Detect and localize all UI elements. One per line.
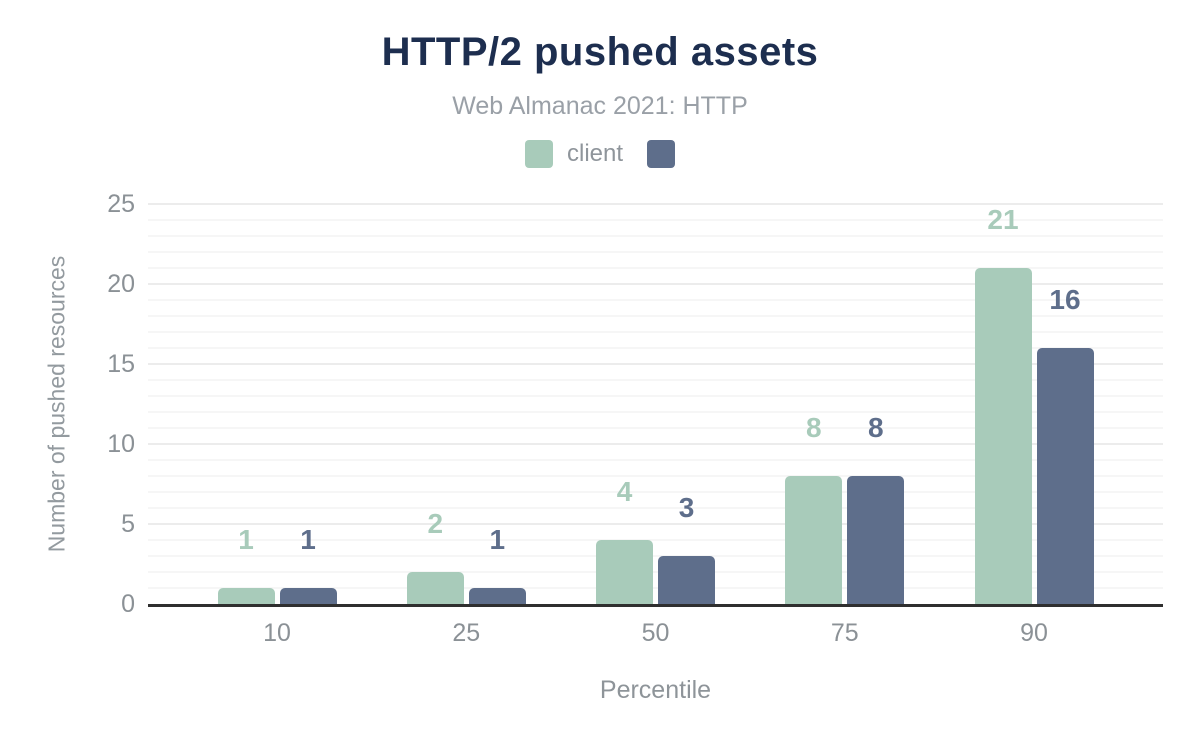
legend-item-series2[interactable] — [647, 140, 676, 168]
x-tick-label: 50 — [641, 619, 670, 647]
minor-gridline — [148, 235, 1163, 237]
minor-gridline — [148, 267, 1163, 269]
bar-value-label: 1 — [238, 524, 254, 555]
bar-value-label: 4 — [616, 476, 633, 507]
minor-gridline — [148, 331, 1163, 333]
major-gridline — [148, 283, 1163, 285]
x-axis-line — [148, 604, 1163, 607]
minor-gridline — [148, 411, 1163, 413]
bar-client-p25[interactable] — [406, 572, 464, 604]
bar-series2-p25[interactable] — [468, 588, 526, 604]
major-gridline — [148, 443, 1163, 445]
bar-value-label: 3 — [678, 492, 695, 523]
chart-subtitle: Web Almanac 2021: HTTP — [452, 92, 748, 120]
minor-gridline — [148, 219, 1163, 221]
minor-gridline — [148, 459, 1163, 461]
minor-gridline — [148, 475, 1163, 477]
bar-client-p75[interactable] — [785, 476, 843, 604]
bar-value-label: 8 — [867, 412, 884, 443]
bar-value-label: 1 — [300, 524, 316, 555]
legend-item-client[interactable]: client — [524, 140, 624, 168]
bar-series2-p75[interactable] — [847, 476, 905, 604]
bar-client-p90[interactable] — [974, 268, 1032, 604]
legend-swatch-icon — [647, 140, 676, 168]
bar-value-label: 16 — [1049, 284, 1081, 315]
x-tick-label: 90 — [1020, 619, 1048, 647]
y-tick-label: 15 — [107, 350, 135, 378]
minor-gridline — [148, 299, 1163, 301]
minor-gridline — [148, 427, 1163, 429]
chart-title: HTTP/2 pushed assets — [381, 30, 819, 74]
y-tick-label: 5 — [121, 510, 135, 538]
bar-series2-p90[interactable] — [1036, 348, 1094, 604]
x-axis-title: Percentile — [599, 676, 712, 704]
minor-gridline — [148, 555, 1163, 557]
minor-gridline — [148, 507, 1163, 509]
minor-gridline — [148, 379, 1163, 381]
legend: client — [0, 138, 1200, 170]
plot-area: 1 1 2 1 4 3 8 8 21 16 — [148, 203, 1163, 604]
y-tick-label: 0 — [121, 590, 135, 618]
bar-value-label: 1 — [489, 524, 506, 555]
legend-label: client — [566, 140, 624, 167]
minor-gridline — [148, 251, 1163, 253]
y-tick-label: 20 — [107, 270, 135, 298]
major-gridline — [148, 363, 1163, 365]
minor-gridline — [148, 491, 1163, 493]
bar-value-label: 21 — [987, 204, 1019, 235]
bar-value-label: 8 — [805, 412, 822, 443]
x-tick-label: 10 — [263, 619, 291, 647]
x-tick-label: 25 — [452, 619, 481, 647]
y-axis-title: Number of pushed resources — [43, 255, 70, 553]
bar-series2-p50[interactable] — [658, 556, 715, 604]
x-tick-label: 75 — [830, 619, 859, 647]
bar-client-p50[interactable] — [596, 540, 653, 604]
bar-client-p10[interactable] — [217, 588, 275, 604]
major-gridline — [148, 523, 1163, 525]
minor-gridline — [148, 587, 1163, 589]
minor-gridline — [148, 395, 1163, 397]
bar-value-label: 2 — [427, 508, 444, 539]
minor-gridline — [148, 347, 1163, 349]
minor-gridline — [148, 539, 1163, 541]
legend-swatch-icon — [524, 140, 553, 168]
y-tick-label: 25 — [107, 190, 135, 218]
major-gridline — [148, 203, 1163, 205]
minor-gridline — [148, 571, 1163, 573]
minor-gridline — [148, 315, 1163, 317]
y-tick-label: 10 — [107, 430, 135, 458]
bar-series2-p10[interactable] — [279, 588, 337, 604]
